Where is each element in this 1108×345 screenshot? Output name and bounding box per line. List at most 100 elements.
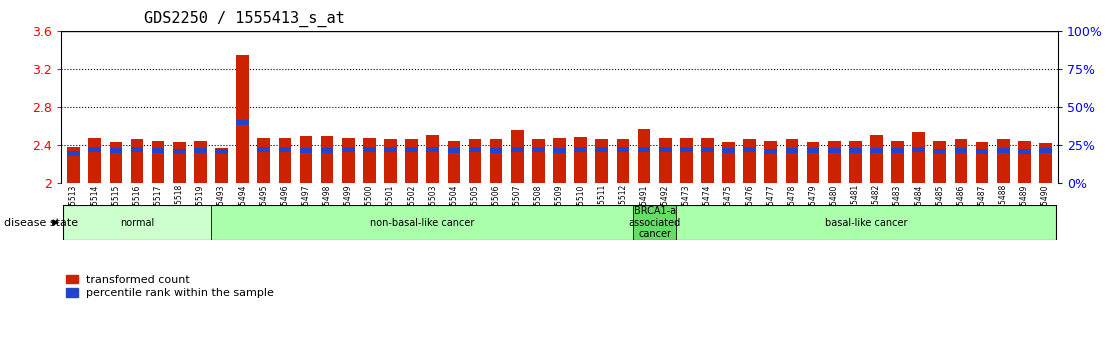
Bar [299, 136, 312, 183]
Bar [786, 148, 798, 153]
Bar [828, 148, 841, 153]
Bar [765, 141, 777, 183]
Bar [765, 149, 777, 154]
Bar [553, 138, 566, 183]
Bar [722, 148, 735, 153]
Bar [194, 141, 207, 183]
Bar [532, 139, 545, 183]
Bar [68, 147, 80, 183]
Bar [511, 147, 524, 152]
Bar [574, 147, 587, 152]
Bar [743, 139, 756, 183]
Bar [490, 148, 503, 153]
Bar [342, 147, 355, 152]
Bar [532, 147, 545, 152]
Legend: transformed count, percentile rank within the sample: transformed count, percentile rank withi… [66, 275, 275, 298]
Bar [490, 139, 503, 183]
Bar [384, 139, 397, 183]
Bar [786, 139, 798, 183]
Bar [595, 139, 608, 183]
Bar [701, 147, 714, 152]
Bar [912, 132, 925, 183]
Bar [828, 141, 841, 183]
Bar [680, 147, 692, 152]
Bar [595, 147, 608, 152]
Bar [976, 149, 988, 154]
Bar [807, 142, 820, 183]
Bar [110, 148, 122, 153]
Bar [997, 148, 1009, 153]
Bar [891, 148, 904, 153]
Bar [849, 148, 862, 153]
Bar [236, 55, 249, 183]
Bar [110, 142, 122, 183]
Bar [1039, 143, 1051, 183]
Bar [933, 149, 946, 154]
Bar [1018, 141, 1030, 183]
Bar [976, 142, 988, 183]
Bar [933, 141, 946, 183]
Bar [173, 149, 185, 154]
Bar [215, 148, 228, 183]
Bar [1018, 149, 1030, 154]
Bar [173, 142, 185, 183]
Bar [427, 147, 439, 152]
Bar [278, 138, 291, 183]
Bar [131, 139, 143, 183]
Bar [89, 138, 101, 183]
Text: basal-like cancer: basal-like cancer [824, 218, 907, 227]
Bar [469, 139, 481, 183]
Bar [849, 141, 862, 183]
Bar [236, 120, 249, 125]
Bar [891, 141, 904, 183]
Bar [89, 147, 101, 152]
Bar [701, 138, 714, 183]
Bar [384, 147, 397, 152]
Bar [469, 147, 481, 152]
Bar [321, 136, 334, 183]
Bar [955, 148, 967, 153]
Bar [215, 149, 228, 154]
Text: BRCA1-a
associated
cancer: BRCA1-a associated cancer [628, 206, 680, 239]
Bar [511, 130, 524, 183]
Bar [131, 147, 143, 152]
Bar [638, 129, 650, 183]
Bar [807, 148, 820, 153]
Bar [870, 148, 883, 153]
Bar [1039, 148, 1051, 153]
Bar [448, 141, 460, 183]
Bar [680, 138, 692, 183]
Bar [676, 205, 1056, 240]
Text: non-basal-like cancer: non-basal-like cancer [370, 218, 474, 227]
Bar [406, 139, 418, 183]
Bar [152, 148, 164, 153]
Bar [211, 205, 634, 240]
Bar [659, 147, 671, 152]
Text: GDS2250 / 1555413_s_at: GDS2250 / 1555413_s_at [144, 10, 345, 27]
Bar [553, 148, 566, 153]
Bar [659, 138, 671, 183]
Bar [342, 138, 355, 183]
Bar [448, 148, 460, 153]
Bar [257, 138, 270, 183]
Bar [955, 139, 967, 183]
Bar [257, 147, 270, 152]
Bar [299, 148, 312, 153]
Bar [278, 147, 291, 152]
Bar [616, 147, 629, 152]
Text: disease state: disease state [4, 218, 79, 227]
Bar [194, 148, 207, 153]
Bar [743, 147, 756, 152]
Bar [997, 139, 1009, 183]
Text: normal: normal [120, 218, 154, 227]
Bar [406, 147, 418, 152]
Bar [912, 147, 925, 152]
Bar [68, 151, 80, 156]
Bar [870, 136, 883, 183]
Bar [616, 139, 629, 183]
Bar [363, 147, 376, 152]
Bar [152, 141, 164, 183]
Bar [574, 137, 587, 183]
Bar [63, 205, 211, 240]
Bar [634, 205, 676, 240]
